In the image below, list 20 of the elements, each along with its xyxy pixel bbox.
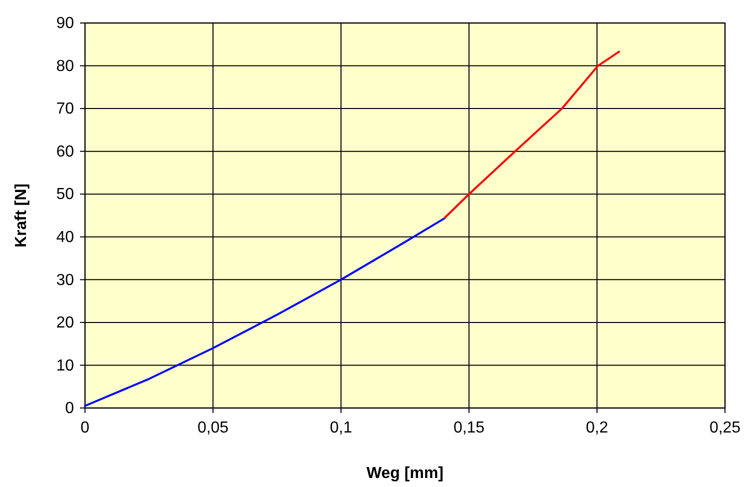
y-tick-label: 60 bbox=[56, 143, 74, 160]
y-tick-label: 50 bbox=[56, 186, 74, 204]
x-tick-label: 0,15 bbox=[453, 419, 485, 436]
x-axis-title: Weg [mm] bbox=[366, 465, 444, 482]
x-tick-label: 0 bbox=[80, 419, 90, 436]
y-tick-label: 80 bbox=[56, 58, 74, 75]
y-tick-label: 20 bbox=[56, 314, 74, 332]
y-tick-label: 10 bbox=[56, 357, 74, 374]
line-series bbox=[84, 217, 446, 407]
x-tick-label: 0,2 bbox=[586, 419, 608, 436]
y-axis-title: Kraft [N] bbox=[13, 184, 30, 248]
x-tick-label: 0,25 bbox=[709, 419, 741, 436]
y-tick-label: 90 bbox=[56, 15, 74, 32]
line-series bbox=[444, 50, 620, 219]
y-tick-label: 40 bbox=[56, 229, 74, 246]
y-tick-label: 0 bbox=[65, 400, 74, 418]
x-tick-label: 0,1 bbox=[330, 419, 352, 436]
y-tick-label: 30 bbox=[56, 272, 74, 289]
y-tick-label: 70 bbox=[56, 100, 74, 118]
x-tick-label: 0,05 bbox=[197, 419, 229, 436]
